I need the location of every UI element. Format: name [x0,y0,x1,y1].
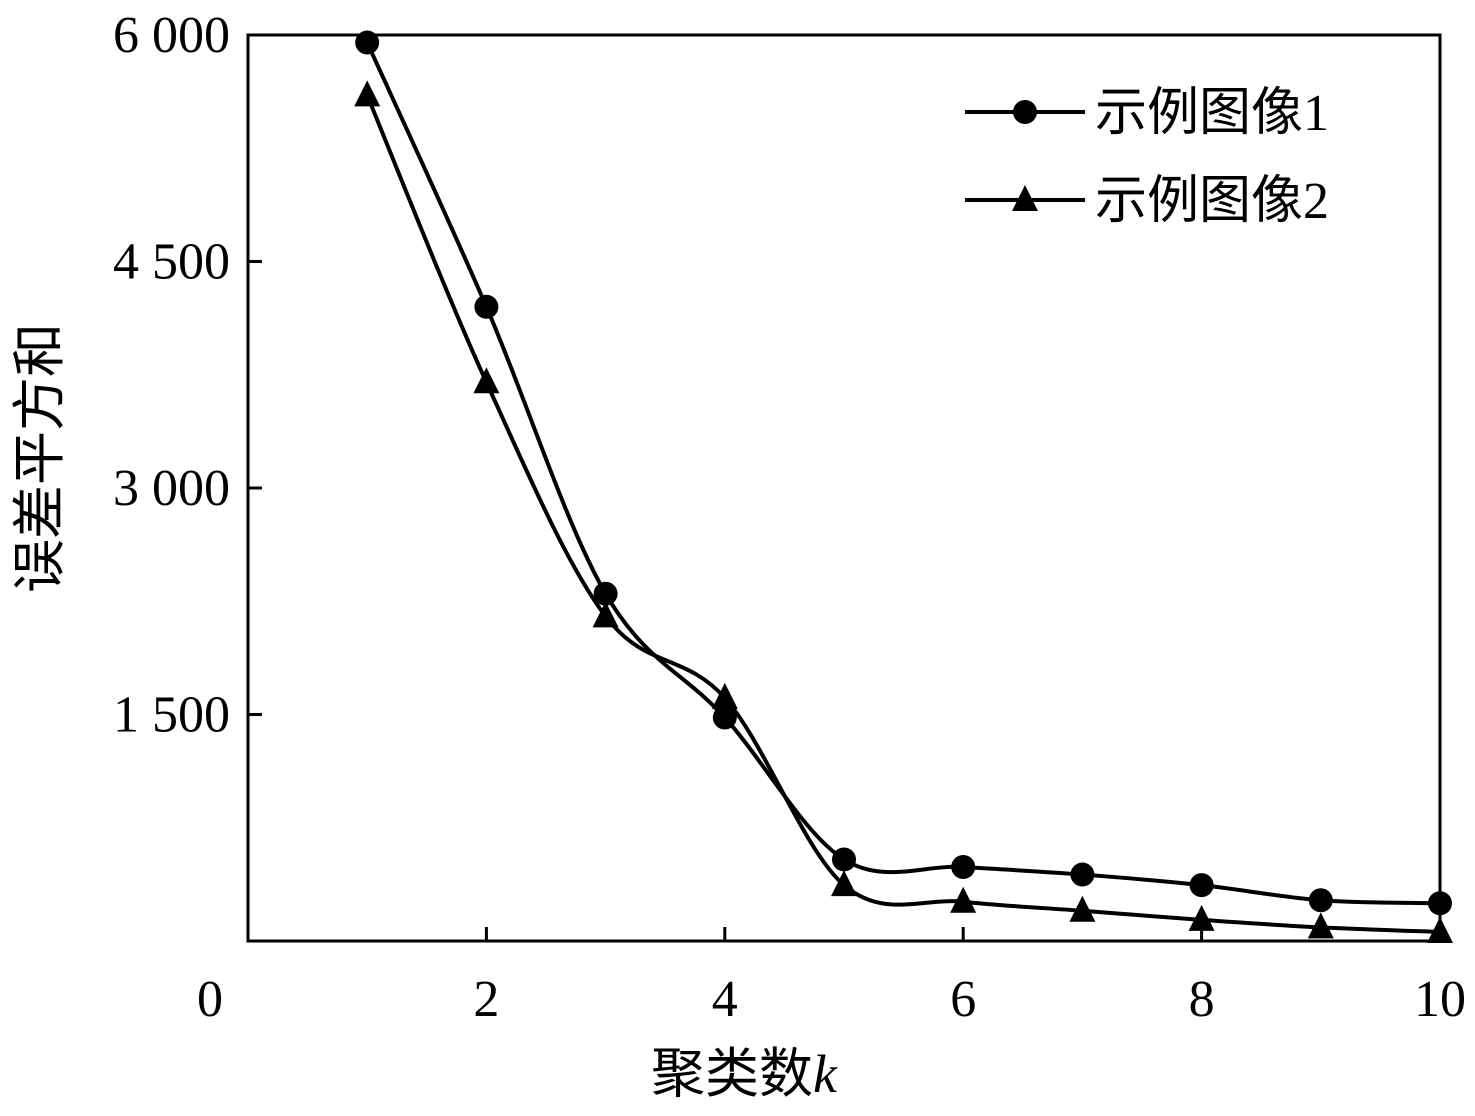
data-point-2 [473,367,500,394]
data-point-2 [831,870,857,897]
x-tick-label: 6 [950,971,976,1028]
data-point-1 [1070,862,1095,887]
data-point-1 [712,705,737,730]
data-point-1 [355,30,380,55]
legend-label: 示例图像2 [1095,173,1329,230]
x-tick-label: 4 [712,971,738,1028]
x-axis-ticks: 0 2 4 6 8 10 [197,927,1466,1028]
data-point-2 [354,80,381,107]
data-point-2 [1427,916,1453,943]
legend-marker [1012,185,1038,211]
legend-item-1: 示例图像1 [965,85,1329,142]
data-point-1 [593,581,618,606]
series-layer [354,30,1453,943]
data-point-2 [711,682,738,709]
data-point-1 [1189,873,1214,898]
series-line-2 [365,94,1441,934]
y-tick-label: 1 500 [113,687,230,744]
y-tick-label: 3 000 [113,460,230,517]
legend-label: 示例图像1 [1095,85,1329,142]
legend: 示例图像1 示例图像2 [965,85,1329,230]
y-tick-label: 4 500 [113,234,230,291]
x-tick-label: 2 [473,971,499,1028]
series-2 [354,80,1453,943]
series-1 [355,30,1452,916]
x-tick-label: 8 [1189,971,1215,1028]
data-point-1 [832,847,856,872]
x-tick-label: 10 [1414,971,1466,1028]
y-tick-label: 6 000 [113,7,230,64]
data-point-1 [1308,888,1333,913]
data-point-2 [950,886,977,913]
data-point-2 [1188,904,1215,931]
x-axis-title: 聚类数k [651,1044,838,1104]
data-point-2 [592,601,619,628]
x-tick-label: 0 [197,971,223,1028]
y-axis-ticks: 1 500 3 000 4 500 6 000 [113,7,262,744]
y-axis-title: 误差平方和 [10,323,70,593]
legend-marker [1013,100,1037,124]
series-line-1 [365,41,1441,906]
legend-item-2: 示例图像2 [965,173,1329,230]
data-point-2 [1307,912,1334,939]
data-point-2 [1069,895,1096,922]
data-point-1 [1428,891,1452,916]
data-point-1 [951,855,976,880]
data-point-1 [474,294,499,319]
